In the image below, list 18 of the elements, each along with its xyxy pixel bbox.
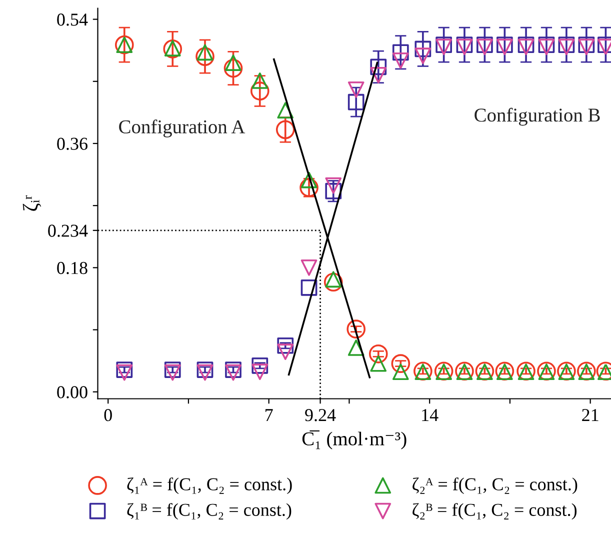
x-tick-label: 21	[582, 409, 598, 421]
x-tick-label: 0	[104, 408, 112, 422]
legend-label: ζ₂ᴬ = f(C₁, C₂ = const.)	[412, 477, 578, 494]
y-axis-title: ζᵢʳ	[22, 195, 42, 211]
x-tick-label: 9.24	[305, 409, 336, 422]
y-tick-label: 0.36	[57, 138, 88, 150]
legend-label: ζ₁ᴬ = f(C₁, C₂ = const.)	[127, 477, 292, 494]
x-tick-label: 14	[422, 409, 438, 421]
x-tick-label: 7	[266, 409, 273, 421]
legend-label: ζ₂ᴮ = f(C₁, C₂ = const.)	[412, 503, 577, 520]
y-tick-label: 0.18	[57, 262, 88, 274]
y-tick-label: 0.234	[48, 224, 88, 237]
annotation: Configuration A	[119, 120, 246, 138]
legend-label: ζ₁ᴮ = f(C₁, C₂ = const.)	[127, 503, 292, 520]
annotation: Configuration B	[474, 108, 600, 126]
y-tick-label: 0.54	[57, 14, 88, 26]
x-axis-title: C̅₁ (mol·m⁻³)	[302, 430, 406, 450]
y-tick-label: 0.00	[57, 386, 88, 398]
